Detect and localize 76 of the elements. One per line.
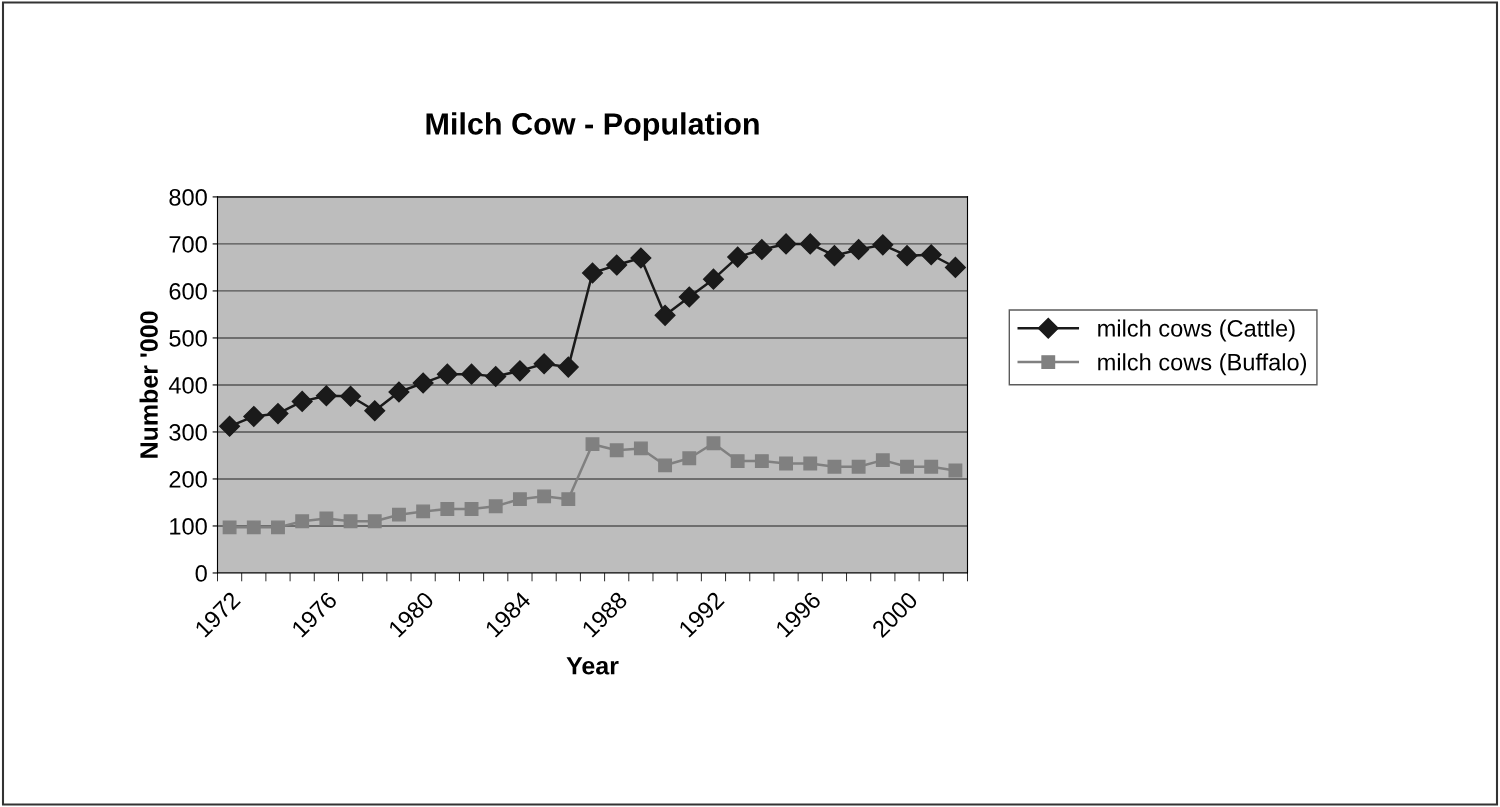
point [630,247,652,269]
point [948,463,963,478]
legend-label: milch cows (Buffalo) [1098,353,1307,376]
point [243,405,265,427]
point [658,458,673,473]
point [561,492,576,507]
point [875,453,890,468]
point [343,514,358,529]
point [340,385,362,407]
point [581,262,604,284]
point [440,502,455,516]
y-axis-title: Number '000 [139,311,158,458]
point [295,514,310,529]
point [920,244,942,266]
point [924,459,939,474]
y-tick-label: 200 [169,471,207,488]
point [803,456,818,471]
point [609,443,624,458]
point [730,454,745,469]
point [848,239,870,261]
point [585,437,600,452]
point [436,363,458,385]
point [488,499,503,514]
point [509,360,531,382]
point [896,245,918,267]
point [754,454,769,469]
point [512,492,527,507]
y-tick-label: 400 [168,377,207,394]
point [678,286,700,308]
point [872,234,894,256]
y-tick-label: 0 [195,565,207,582]
point [291,390,313,412]
point [779,456,793,471]
y-tick-label: 800 [169,188,207,206]
point [606,254,628,276]
point [464,502,479,516]
point [267,403,289,425]
point [461,363,483,385]
y-tick-label: 100 [170,518,207,535]
point [271,520,285,535]
point [727,246,749,268]
point [416,504,431,519]
point [412,372,434,394]
point [702,268,724,290]
point [388,381,410,403]
y-tick-label: 700 [169,235,207,253]
point [392,507,406,522]
legend-label: milch cows (Cattle) [1098,319,1295,342]
point [827,459,842,474]
point [367,514,382,529]
point [557,356,579,378]
point [485,365,507,387]
point [364,400,386,422]
point [944,256,966,278]
point [799,233,821,255]
point [823,245,845,267]
point [219,415,241,437]
point [533,353,555,375]
point [246,520,261,535]
x-axis-title: Year [566,657,619,675]
point [682,451,697,466]
point [315,385,337,407]
y-tick-label: 500 [169,330,207,347]
point [633,441,648,456]
y-tick-label: 600 [169,282,207,300]
point [537,489,552,504]
point [751,239,773,261]
point [900,459,914,474]
point [706,436,721,451]
point [222,520,237,535]
point [775,233,797,255]
point [319,511,334,526]
y-tick-label: 300 [169,424,207,441]
chart-title: Milch Cow - Population [426,112,759,141]
point [654,304,676,326]
point [851,459,866,474]
